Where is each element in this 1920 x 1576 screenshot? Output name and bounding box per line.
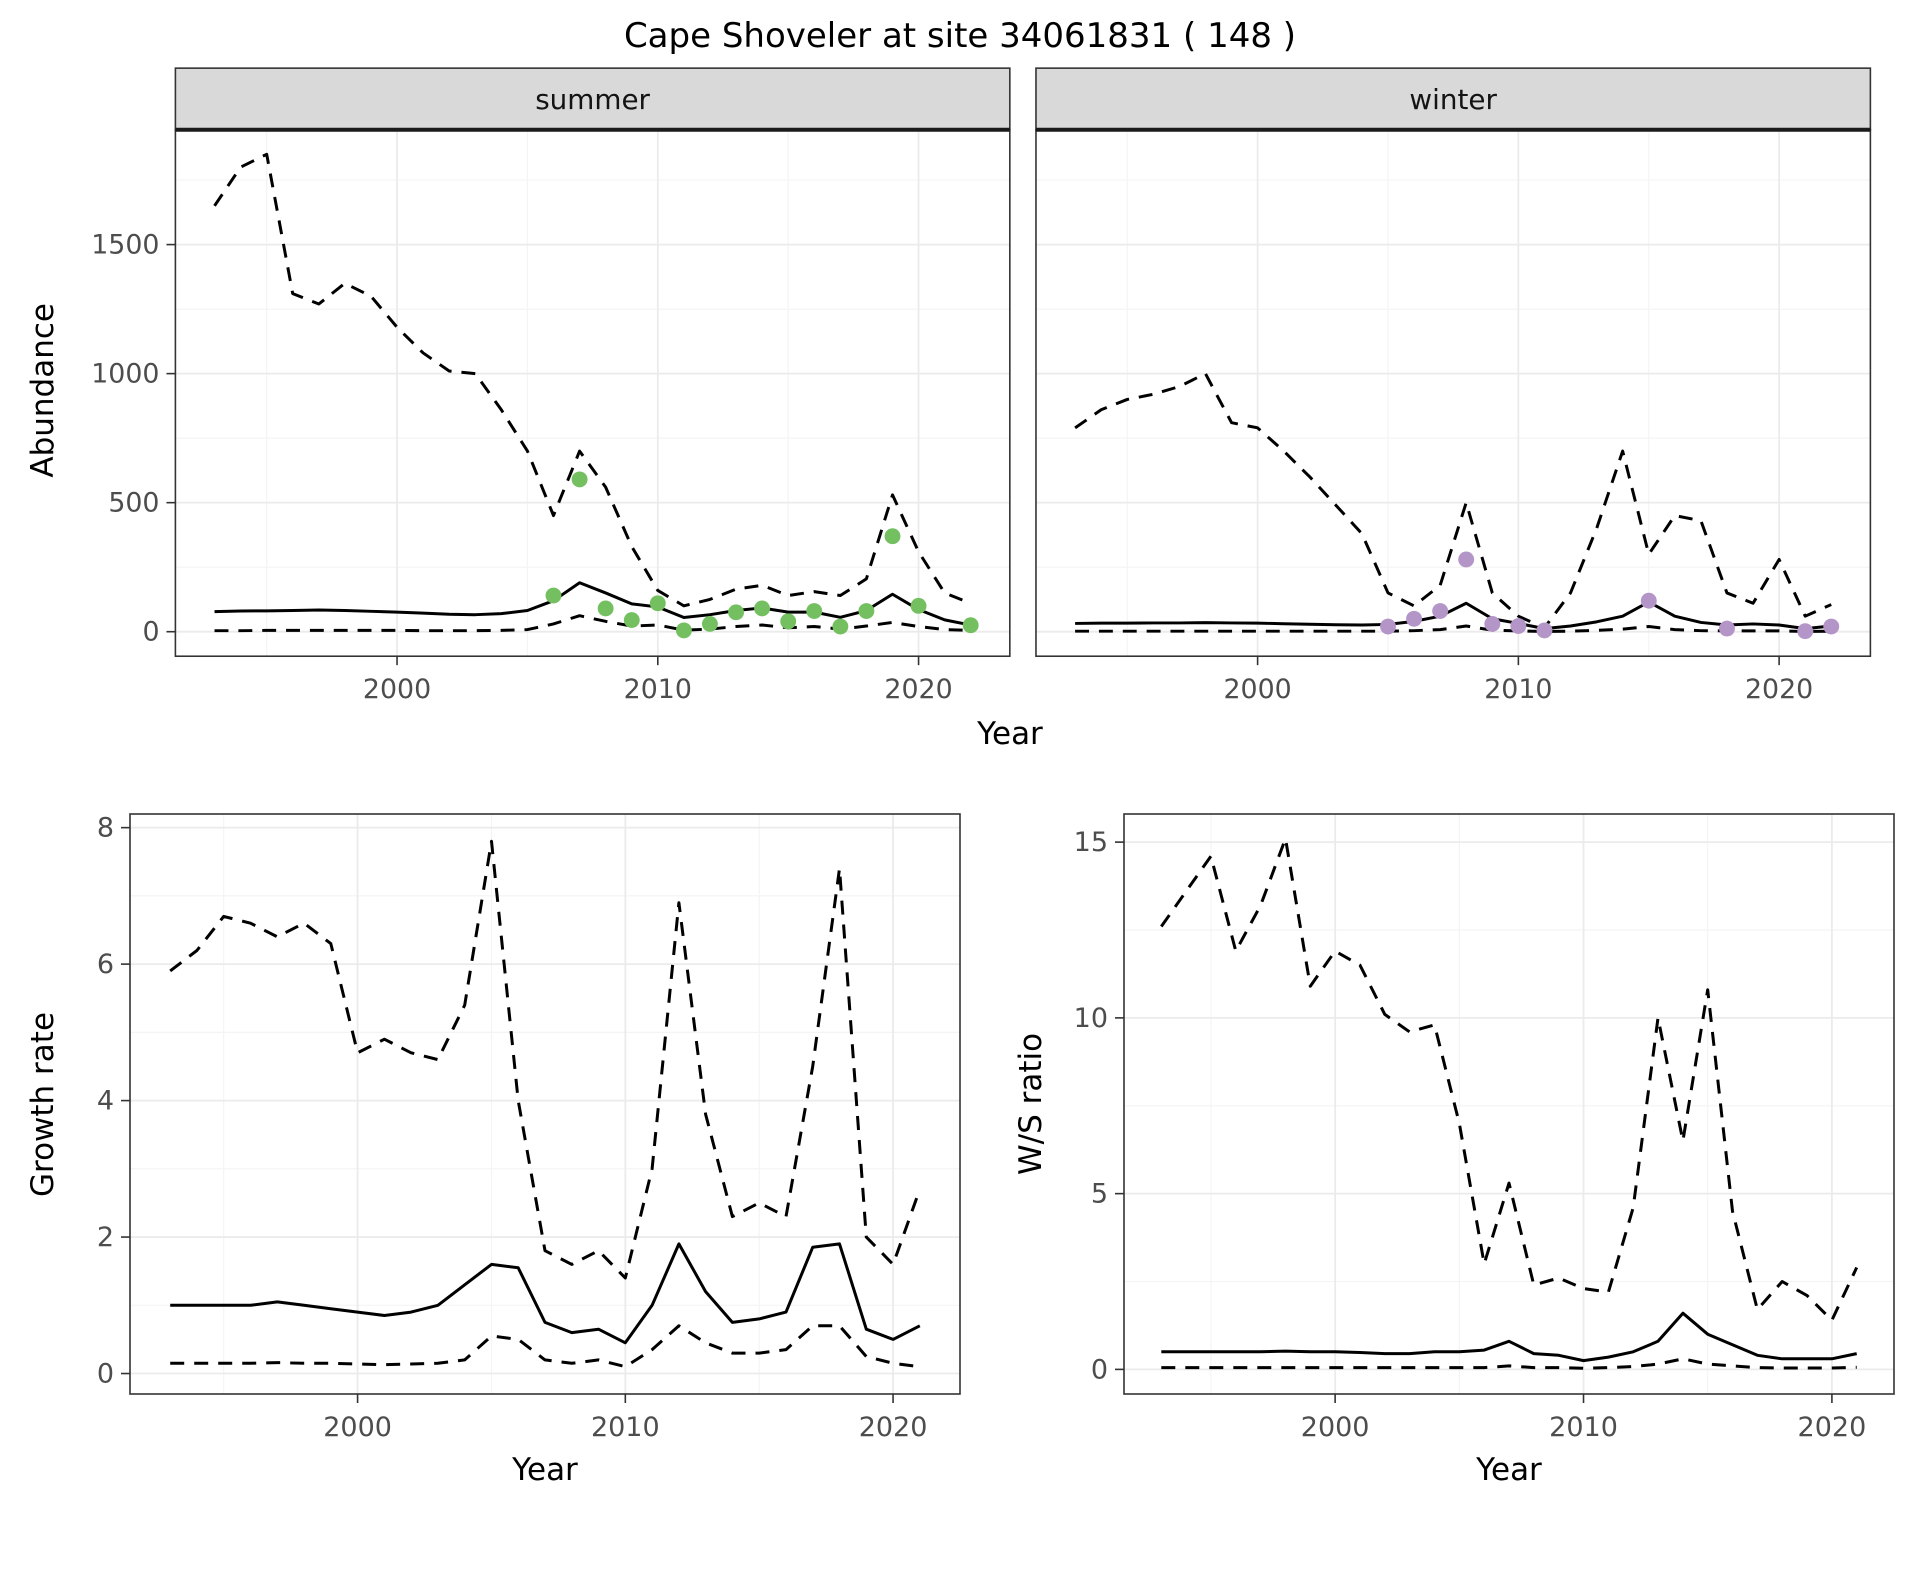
abundance_summer-observation-point — [962, 617, 979, 634]
abundance_summer-observation-point — [675, 622, 692, 639]
panel-border — [129, 813, 961, 1395]
abundance_summer-observation-point — [910, 597, 927, 614]
chart-title: Cape Shoveler at site 34061831 ( 148 ) — [623, 16, 1297, 56]
x-tick-label: 2010 — [591, 1412, 660, 1443]
growth_rate-lower_ci-line — [170, 1324, 920, 1369]
y-tick-label: 1500 — [91, 230, 159, 261]
abundance_summer-observation-point — [806, 603, 823, 619]
abundance_winter-lower_ci-line — [1074, 624, 1832, 633]
facet-strip-label: summer — [535, 83, 650, 116]
ws_ratio-lower_ci-line — [1161, 1357, 1857, 1370]
ws_ratio-upper_ci-line — [1160, 837, 1859, 1322]
abundance_summer-observation-point — [832, 618, 849, 635]
abundance_winter-observation-point — [1379, 618, 1396, 635]
y-tick-label: 500 — [108, 488, 159, 519]
panel-background — [1035, 129, 1871, 657]
x-tick-label: 2020 — [859, 1412, 928, 1443]
abundance_summer-observation-point — [701, 615, 718, 632]
abundance_summer-observation-point — [623, 612, 640, 629]
abundance_summer-observation-point — [545, 587, 562, 604]
abundance_summer-fit-line — [214, 581, 971, 627]
abundance_winter-observation-point — [1718, 620, 1735, 637]
abundance_winter-observation-point — [1640, 592, 1657, 609]
abundance_summer-lower_ci-line — [214, 614, 971, 633]
y-tick-label: 10 — [1074, 1003, 1108, 1034]
x-tick-label: 2020 — [1745, 674, 1813, 705]
abundance_summer-observation-point — [728, 604, 745, 621]
panel-background — [130, 814, 960, 1394]
y-tick-label: 8 — [97, 813, 114, 844]
abundance_summer-observation-point — [858, 603, 875, 619]
y-tick-label: 0 — [1091, 1354, 1108, 1385]
ws-ratio-plot-area: 2000 2010 2020 0 5 10 15 Year — [1054, 800, 1900, 1488]
growth-rate-plot-area: 2000 2010 2020 0 2 4 6 8 Year — [66, 800, 966, 1488]
ws-ratio-plot: W/S ratio 2000 2010 2020 0 5 10 15 Year — [1008, 800, 1900, 1488]
x-tick-label: 2010 — [1484, 674, 1552, 705]
y-tick-label: 1000 — [91, 359, 159, 390]
facet-strip-label: winter — [1409, 83, 1497, 116]
abundance_summer-observation-point — [780, 613, 797, 630]
summer-abundance-panel: 2000 2010 2020 0 500 1000 1500 summer — [91, 67, 1011, 705]
x-tick-label: 2000 — [1223, 674, 1291, 705]
growth-rate-x-axis-title: Year — [512, 1452, 578, 1488]
ws-ratio-panel: 2000 2010 2020 0 5 10 15 — [1074, 813, 1895, 1443]
abundance-x-axis-title: Year — [977, 716, 1043, 752]
abundance_winter-observation-point — [1823, 618, 1840, 635]
abundance_winter-observation-point — [1484, 615, 1501, 632]
y-tick-label: 6 — [97, 949, 114, 980]
panel-background — [1124, 814, 1894, 1394]
abundance_summer-observation-point — [571, 471, 588, 488]
abundance-y-axis-title: Abundance — [25, 302, 61, 478]
y-tick-label: 0 — [142, 617, 159, 648]
abundance_summer-observation-point — [884, 528, 901, 545]
figure: Cape Shoveler at site 34061831 ( 148 ) A… — [0, 16, 1920, 1488]
y-tick-label: 0 — [97, 1359, 114, 1390]
x-tick-label: 2020 — [884, 674, 952, 705]
abundance_summer-observation-point — [649, 595, 666, 612]
abundance_winter-observation-point — [1458, 551, 1474, 568]
abundance_summer-observation-point — [597, 600, 614, 617]
x-tick-label: 2010 — [1549, 1412, 1618, 1443]
abundance_winter-fit-line — [1074, 600, 1832, 631]
x-tick-label: 2010 — [624, 674, 692, 705]
panel-border — [1123, 813, 1895, 1395]
abundance_winter-observation-point — [1797, 623, 1813, 640]
facet-strip — [1034, 67, 1871, 131]
ws_ratio-fit-line — [1161, 1311, 1858, 1363]
derived-metrics-row: Growth rate 2000 2010 2020 0 2 4 6 8 Year W/S r… — [20, 800, 1900, 1488]
growth-rate-y-axis-title: Growth rate — [25, 1011, 61, 1197]
abundance-facet-row: Abundance 2000 2010 2020 0 500 1000 1500 summer… — [20, 66, 1900, 714]
growth-rate-plot: Growth rate 2000 2010 2020 0 2 4 6 8 Year — [20, 800, 966, 1488]
abundance_winter-observation-point — [1405, 610, 1422, 627]
x-tick-label: 2000 — [363, 674, 431, 705]
x-tick-label: 2000 — [1301, 1412, 1370, 1443]
growth_rate-fit-line — [170, 1242, 921, 1345]
abundance_winter-observation-point — [1536, 622, 1553, 639]
y-tick-label: 5 — [1091, 1179, 1108, 1210]
panel-background — [175, 129, 1010, 657]
abundance_summer-observation-point — [754, 600, 771, 617]
winter-abundance-panel: 2000 2010 2020 winter — [1034, 67, 1871, 705]
abundance_summer-upper_ci-line — [213, 152, 972, 608]
abundance_winter-upper_ci-line — [1074, 372, 1832, 630]
y-tick-label: 4 — [97, 1086, 114, 1117]
y-tick-label: 15 — [1074, 827, 1108, 858]
growth_rate-upper_ci-line — [169, 839, 922, 1280]
ws-ratio-y-axis-title: W/S ratio — [1013, 1032, 1049, 1176]
abundance_winter-observation-point — [1510, 618, 1527, 634]
x-tick-label: 2020 — [1798, 1412, 1867, 1443]
ws-ratio-x-axis-title: Year — [1476, 1452, 1542, 1488]
abundance_winter-observation-point — [1432, 603, 1448, 619]
y-tick-label: 2 — [97, 1222, 114, 1253]
growth-rate-panel: 2000 2010 2020 0 2 4 6 8 — [97, 813, 961, 1443]
x-tick-label: 2000 — [323, 1412, 392, 1443]
